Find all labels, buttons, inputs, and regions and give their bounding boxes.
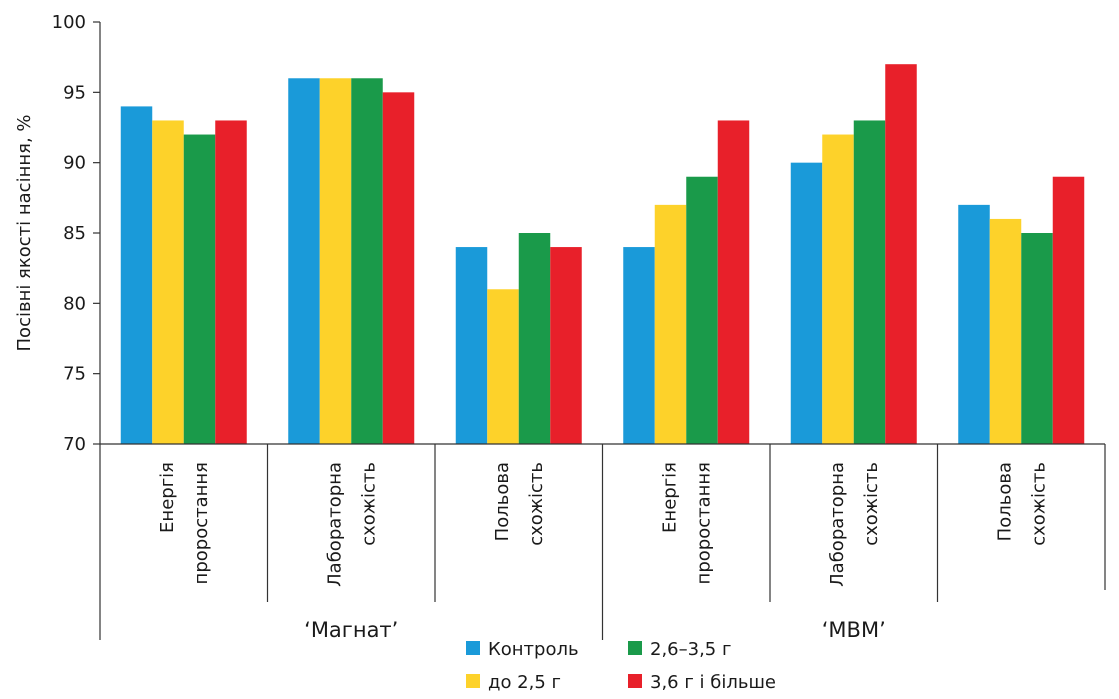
- category-label: схожість: [358, 462, 379, 546]
- category-label: Лабораторна: [324, 462, 345, 587]
- bar: [382, 92, 415, 444]
- bar: [717, 120, 750, 444]
- bar: [351, 78, 383, 445]
- y-tick-label: 95: [63, 82, 86, 103]
- y-tick-label: 75: [63, 364, 86, 385]
- y-tick-label: 90: [63, 153, 86, 174]
- category-label: проростання: [191, 462, 212, 584]
- bars: [120, 64, 1085, 445]
- legend-swatch: [628, 674, 642, 688]
- category-label: Польова: [994, 462, 1015, 541]
- group-label: ‘Магнат’: [304, 618, 398, 642]
- legend-swatch: [628, 641, 642, 655]
- legend-label: 2,6–3,5 г: [650, 639, 731, 660]
- y-axis-label: Посівні якості насіння, %: [14, 115, 35, 352]
- y-tick-label: 85: [63, 223, 86, 244]
- bar: [487, 289, 519, 444]
- legend: Контроль до 2,5 г 2,6–3,5 г 3,6 г і більше: [466, 639, 776, 693]
- group-label: ‘МВМ’: [822, 618, 886, 642]
- category-label: Енергія: [659, 462, 680, 533]
- bar: [183, 134, 216, 445]
- category-label: Енергія: [157, 462, 178, 533]
- bar: [152, 120, 184, 444]
- bar: [686, 176, 718, 444]
- bar: [319, 78, 352, 445]
- y-tick-label: 80: [63, 293, 86, 314]
- category-label: Лабораторна: [827, 462, 848, 587]
- category-label: схожість: [861, 462, 882, 546]
- bar: [288, 78, 320, 445]
- bar: [853, 120, 886, 444]
- y-tick-label: 70: [63, 434, 86, 455]
- bar: [790, 162, 823, 444]
- category-label: проростання: [693, 462, 714, 584]
- bar: [654, 204, 687, 444]
- bar: [989, 218, 1022, 444]
- legend-label: 3,6 г і більше: [650, 672, 776, 693]
- bar: [958, 204, 990, 444]
- legend-label: до 2,5 г: [488, 672, 561, 693]
- category-label: схожість: [1028, 462, 1049, 546]
- bar: [518, 233, 551, 444]
- category-label: Польова: [492, 462, 513, 541]
- bar: [1052, 176, 1085, 444]
- bar: [120, 106, 153, 445]
- bar: [215, 120, 247, 444]
- category-label: схожість: [526, 462, 547, 546]
- bar: [1021, 233, 1053, 444]
- bar: [822, 134, 854, 445]
- bar: [623, 247, 655, 444]
- y-axis: 70 75 80 85 90 95 100: [52, 12, 101, 455]
- legend-swatch: [466, 674, 480, 688]
- legend-swatch: [466, 641, 480, 655]
- legend-label: Контроль: [488, 639, 579, 660]
- bar: [550, 247, 582, 444]
- bar: [885, 64, 917, 444]
- y-tick-label: 100: [52, 12, 86, 33]
- x-axis: Енергія проростання Лабораторна схожість Пол…: [99, 443, 1106, 642]
- bar: [455, 247, 488, 444]
